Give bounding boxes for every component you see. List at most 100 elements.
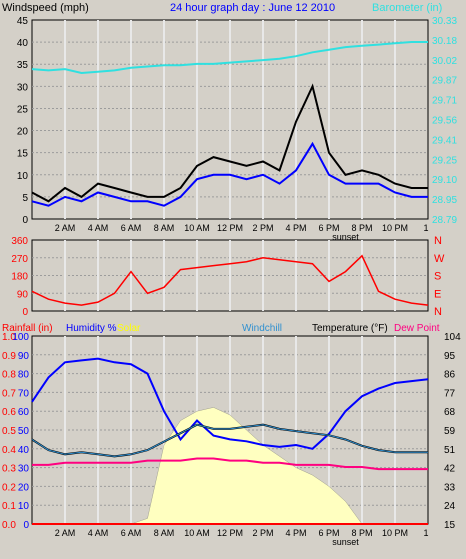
wind-speed-line xyxy=(31,83,428,203)
temperature-tick-label: 59 xyxy=(444,426,456,437)
temp-time-label: 2 AM xyxy=(55,528,76,538)
windchill-line xyxy=(31,424,428,457)
wind-direction-line xyxy=(31,254,429,306)
humidity-tick-label: 40 xyxy=(18,445,30,456)
wind-time-label: 6 PM xyxy=(318,223,339,233)
wind-tick-label: 15 xyxy=(17,149,29,160)
temp-time-label: 10 AM xyxy=(184,528,210,538)
humidity-tick-label: 90 xyxy=(18,351,30,362)
humidity-tick-label: 0 xyxy=(23,520,29,531)
wind-tick-label: 20 xyxy=(17,127,29,138)
rain-tick-label: 0.3 xyxy=(2,464,16,475)
rain-tick-label: 0.0 xyxy=(2,520,16,531)
wind-tick-label: 40 xyxy=(17,38,29,49)
barometer-tick-label: 28.79 xyxy=(432,215,457,226)
temp-time-label: 6 AM xyxy=(121,528,142,538)
direction-tick-label: 90 xyxy=(17,289,29,300)
barometer-tick-label: 29.87 xyxy=(432,76,457,87)
barometer-line xyxy=(31,41,428,75)
direction-compass-label: E xyxy=(434,288,441,300)
direction-compass-label: N xyxy=(434,306,442,318)
wind-tick-label: 35 xyxy=(17,60,29,71)
direction-compass-label: N xyxy=(434,235,442,247)
legend-entry: Solar xyxy=(117,323,141,334)
humidity-line xyxy=(31,357,429,450)
rain-tick-label: 1.0 xyxy=(2,332,16,343)
humidity-tick-label: 100 xyxy=(12,332,29,343)
temp-time-label: 2 PM xyxy=(252,528,273,538)
temperature-tick-label: 24 xyxy=(444,501,456,512)
rain-tick-label: 0.4 xyxy=(2,445,16,456)
legend-entry: Humidity % xyxy=(66,323,117,334)
rain-tick-label: 0.2 xyxy=(2,482,16,493)
temperature-tick-label: 68 xyxy=(444,407,456,418)
wind-time-label: 2 AM xyxy=(55,223,76,233)
barometer-tick-label: 30.02 xyxy=(432,56,457,67)
barometer-tick-label: 29.41 xyxy=(432,135,457,146)
temp-time-label: 4 AM xyxy=(88,528,109,538)
temperature-tick-label: 77 xyxy=(444,388,456,399)
legend-entry: Temperature (°F) xyxy=(312,323,388,334)
dewpoint-line xyxy=(32,457,428,471)
direction-tick-label: 360 xyxy=(11,236,28,247)
barometer-tick-label: 29.56 xyxy=(432,116,457,127)
temperature-tick-label: 33 xyxy=(444,482,456,493)
temperature-tick-label: 104 xyxy=(444,332,461,343)
wind-time-label: 8 AM xyxy=(154,223,175,233)
barometer-tick-label: 29.25 xyxy=(432,155,457,166)
barometer-tick-label: 30.33 xyxy=(432,16,457,27)
wind-time-label: 4 PM xyxy=(285,223,306,233)
wind-time-label-end: 1 xyxy=(423,223,428,233)
temp-time-label: 8 AM xyxy=(154,528,175,538)
barometer-tick-label: 29.71 xyxy=(432,96,457,107)
humidity-tick-label: 30 xyxy=(18,464,30,475)
humidity-tick-label: 20 xyxy=(18,482,30,493)
humidity-tick-label: 10 xyxy=(18,501,30,512)
rain-tick-label: 0.1 xyxy=(2,501,16,512)
legend-entry: Dew Point xyxy=(394,323,440,334)
wind-tick-label: 5 xyxy=(22,193,28,204)
barometer-tick-label: 30.18 xyxy=(432,36,457,47)
temp-time-label: 10 PM xyxy=(382,528,408,538)
temperature-tick-label: 51 xyxy=(444,445,456,456)
direction-tick-label: 0 xyxy=(22,307,28,318)
direction-compass-label: W xyxy=(434,253,445,265)
sunset-label: sunset xyxy=(332,232,359,242)
graph-title: 24 hour graph day : June 12 2010 xyxy=(170,2,335,14)
humidity-tick-label: 50 xyxy=(18,426,30,437)
wind-time-label: 4 AM xyxy=(88,223,109,233)
direction-tick-label: 180 xyxy=(11,272,28,283)
wind-time-label: 6 AM xyxy=(121,223,142,233)
legend-entry: Windchill xyxy=(242,323,282,334)
barometer-tick-label: 28.95 xyxy=(432,195,457,206)
temp-time-label: 6 PM xyxy=(318,528,339,538)
rain-tick-label: 0.6 xyxy=(2,407,16,418)
wind-tick-label: 25 xyxy=(17,104,29,115)
humidity-tick-label: 60 xyxy=(18,407,30,418)
wind-tick-label: 0 xyxy=(22,215,28,226)
wind-time-label: 10 PM xyxy=(382,223,408,233)
windspeed-axis-title: Windspeed (mph) xyxy=(2,2,89,14)
direction-compass-label: S xyxy=(434,271,441,283)
rain-tick-label: 0.5 xyxy=(2,426,16,437)
wind-time-label: 2 PM xyxy=(252,223,273,233)
wind-time-label: 10 AM xyxy=(184,223,210,233)
humidity-tick-label: 70 xyxy=(18,388,30,399)
temp-time-label: 4 PM xyxy=(285,528,306,538)
barometer-axis-title: Barometer (in) xyxy=(372,2,442,14)
wind-time-label: 8 PM xyxy=(351,223,372,233)
temperature-tick-label: 95 xyxy=(444,351,456,362)
wind-average-line xyxy=(31,141,428,207)
wind-time-label: 12 PM xyxy=(217,223,243,233)
rain-tick-label: 0.8 xyxy=(2,370,16,381)
wind-tick-label: 30 xyxy=(17,82,29,93)
sunset-label: sunset xyxy=(332,537,359,547)
wind-tick-label: 45 xyxy=(17,16,29,27)
temperature-tick-label: 86 xyxy=(444,370,456,381)
temp-time-label: 8 PM xyxy=(351,528,372,538)
rain-tick-label: 0.9 xyxy=(2,351,16,362)
legend-entry: Rainfall (in) xyxy=(2,323,53,334)
humidity-tick-label: 80 xyxy=(18,370,30,381)
